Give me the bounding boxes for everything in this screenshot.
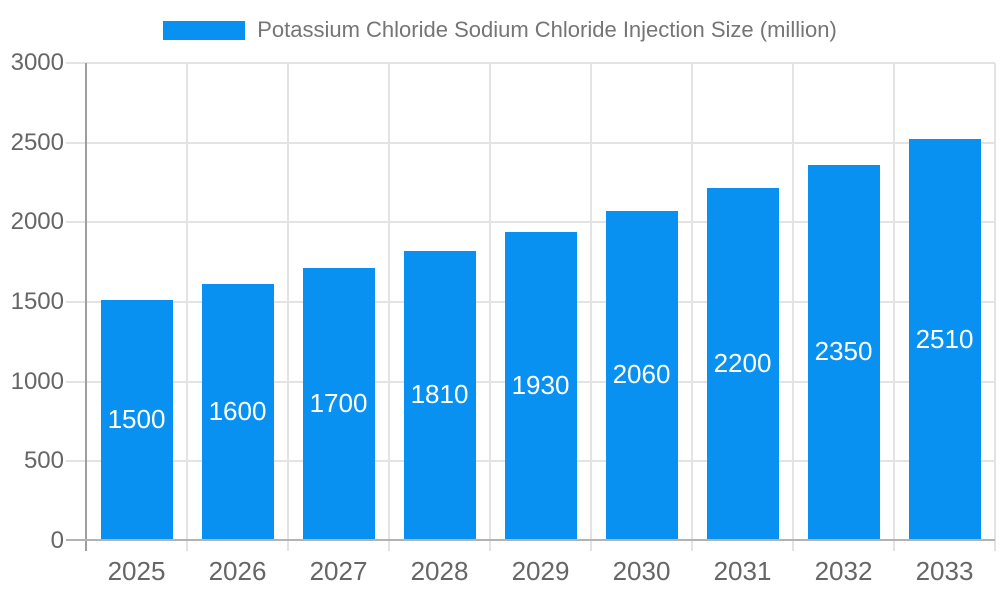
bar-value-label: 1500 [107, 404, 166, 434]
gridline-vertical [388, 63, 390, 551]
bar: 2200 [706, 188, 779, 539]
gridline-vertical [287, 63, 289, 551]
gridline-horizontal [66, 62, 995, 64]
y-axis-labels: 0 500 1000 1500 2000 2500 3000 [0, 49, 64, 554]
legend-label: Potassium Chloride Sodium Chloride Injec… [257, 17, 837, 42]
gridline-vertical [186, 63, 188, 551]
gridline-vertical [792, 63, 794, 551]
gridline-vertical [489, 63, 491, 551]
x-axis-label: 2029 [511, 556, 570, 586]
x-axis-label: 2033 [915, 556, 974, 586]
y-axis-label: 1500 [10, 288, 64, 315]
bar-value-label: 1700 [309, 388, 368, 419]
x-axis-label: 2028 [410, 556, 469, 586]
bar: 2350 [807, 164, 880, 539]
legend: Potassium Chloride Sodium Chloride Injec… [0, 17, 1000, 43]
gridline-vertical [994, 63, 996, 551]
y-axis-label: 1000 [10, 367, 64, 395]
bar-value-label: 1600 [208, 396, 267, 427]
x-axis-label: 2027 [309, 556, 368, 586]
x-axis-label: 2032 [814, 556, 873, 586]
bar-value-label: 2510 [915, 323, 974, 354]
x-axis-label: 2031 [713, 556, 772, 586]
x-axis-label: 2026 [208, 556, 267, 586]
gridline-vertical [893, 63, 895, 551]
y-axis-label: 0 [50, 527, 64, 554]
gridline-horizontal [66, 141, 995, 144]
plot-area: 1500 1600 1700 1810 1930 2060 2200 2350 2510 [66, 62, 996, 551]
y-axis-line [85, 63, 87, 551]
bar: 1600 [201, 284, 274, 539]
bar-value-label: 1810 [410, 379, 469, 410]
y-axis-label: 500 [23, 447, 64, 475]
bar: 1930 [504, 231, 577, 539]
bar-value-label: 2200 [713, 348, 772, 379]
gridline-horizontal [66, 221, 995, 224]
bar-value-label: 1930 [511, 369, 570, 400]
bar: 2060 [605, 210, 678, 539]
x-axis-labels: 2025 2026 2027 2028 2029 2030 2031 2032 2033 [86, 556, 995, 590]
bar: 2510 [908, 139, 981, 539]
y-axis-label: 2000 [10, 208, 64, 236]
x-axis-label: 2025 [107, 556, 166, 586]
x-axis-label: 2030 [612, 556, 671, 586]
bar: 1700 [302, 268, 375, 539]
gridline-vertical [691, 63, 693, 551]
bar-value-label: 2060 [612, 359, 671, 390]
bar: 1500 [100, 300, 173, 539]
y-axis-label: 3000 [10, 49, 64, 76]
y-axis-label: 2500 [10, 128, 64, 156]
bar: 1810 [403, 250, 476, 539]
bar-value-label: 2350 [814, 336, 873, 367]
legend-swatch [163, 20, 246, 40]
x-axis-baseline [66, 539, 995, 541]
gridline-vertical [590, 63, 592, 551]
